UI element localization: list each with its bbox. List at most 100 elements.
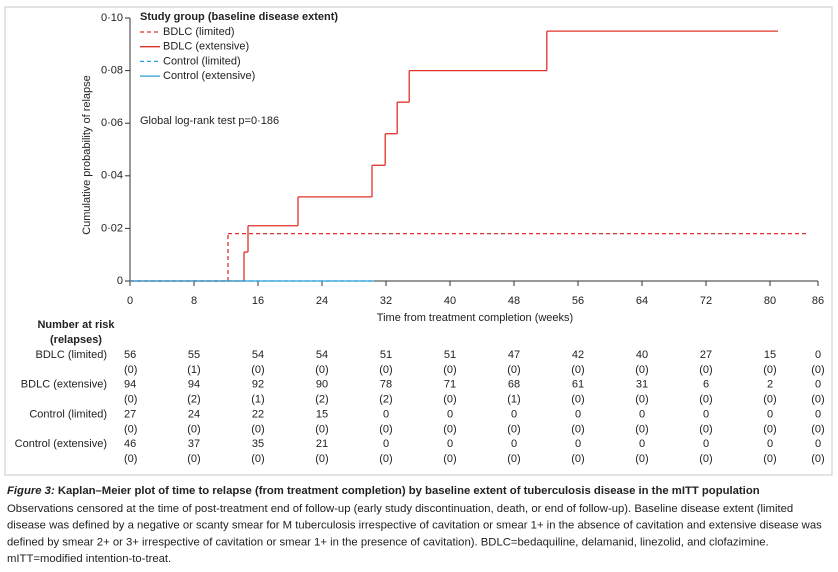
relapse-count: (2) [379, 394, 392, 406]
relapse-count: (0) [251, 423, 264, 435]
at-risk-count: 22 [252, 408, 264, 420]
at-risk-count: 15 [764, 349, 776, 361]
relapse-count: (0) [443, 364, 456, 376]
relapse-count: (0) [763, 453, 776, 465]
relapse-count: (1) [507, 394, 520, 406]
relapse-count: (0) [811, 453, 824, 465]
x-tick-label: 72 [700, 295, 712, 307]
at-risk-count: 94 [188, 379, 200, 391]
at-risk-count: 15 [316, 408, 328, 420]
y-tick-label: 0 [117, 275, 123, 287]
relapse-count: (0) [315, 423, 328, 435]
relapse-count: (0) [763, 423, 776, 435]
relapse-count: (0) [635, 394, 648, 406]
at-risk-count: 0 [639, 438, 645, 450]
at-risk-count: 94 [124, 379, 136, 391]
relapse-count: (1) [187, 364, 200, 376]
relapse-count: (0) [379, 364, 392, 376]
y-tick-label: 0·08 [101, 65, 123, 77]
caption-label: Figure 3: [7, 485, 55, 497]
at-risk-count: 55 [188, 349, 200, 361]
at-risk-count: 0 [383, 408, 389, 420]
x-tick-label: 64 [636, 295, 648, 307]
relapse-count: (0) [507, 453, 520, 465]
y-tick-label: 0·02 [101, 222, 123, 234]
at-risk-count: 0 [815, 349, 821, 361]
at-risk-count: 0 [703, 438, 709, 450]
caption-title: Figure 3: Kaplan–Meier plot of time to r… [7, 485, 760, 497]
relapse-count: (0) [124, 423, 137, 435]
at-risk-count: 27 [124, 408, 136, 420]
relapse-count: (0) [699, 364, 712, 376]
at-risk-count: 37 [188, 438, 200, 450]
y-axis-label: Cumulative probability of relapse [81, 75, 93, 235]
legend-label: BDLC (limited) [163, 26, 235, 38]
at-risk-count: 47 [508, 349, 520, 361]
x-tick-label: 40 [444, 295, 456, 307]
x-tick-label: 16 [252, 295, 264, 307]
at-risk-count: 0 [815, 408, 821, 420]
relapse-count: (0) [507, 423, 520, 435]
relapse-count: (0) [315, 453, 328, 465]
y-tick-label: 0·06 [101, 117, 123, 129]
relapse-count: (0) [811, 364, 824, 376]
at-risk-count: 0 [639, 408, 645, 420]
relapse-count: (0) [763, 394, 776, 406]
relapse-count: (0) [443, 394, 456, 406]
caption-line: mITT=modified intention-to-treat. [7, 553, 171, 565]
x-tick-label: 24 [316, 295, 328, 307]
x-axis-label: Time from treatment completion (weeks) [377, 312, 573, 324]
at-risk-count: 27 [700, 349, 712, 361]
at-risk-count: 0 [575, 438, 581, 450]
relapse-count: (0) [571, 423, 584, 435]
relapse-count: (0) [699, 423, 712, 435]
relapse-count: (0) [124, 453, 137, 465]
x-tick-label: 56 [572, 295, 584, 307]
y-tick-label: 0·10 [101, 12, 123, 24]
legend-label: BDLC (extensive) [163, 41, 249, 53]
at-risk-count: 0 [703, 408, 709, 420]
figure-border [4, 6, 833, 476]
at-risk-count: 54 [316, 349, 328, 361]
y-tick-label: 0·04 [101, 170, 123, 182]
relapse-count: (2) [187, 394, 200, 406]
x-tick-label: 80 [764, 295, 776, 307]
risk-row-label: Control (limited) [29, 408, 107, 420]
x-tick-label: 86 [812, 295, 824, 307]
relapse-count: (0) [379, 453, 392, 465]
caption-line: disease was defined by a negative or sca… [7, 520, 822, 532]
relapse-count: (0) [251, 453, 264, 465]
at-risk-count: 40 [636, 349, 648, 361]
legend-title: Study group (baseline disease extent) [140, 11, 338, 23]
at-risk-count: 2 [767, 379, 773, 391]
at-risk-count: 21 [316, 438, 328, 450]
relapse-count: (1) [251, 394, 264, 406]
at-risk-count: 0 [767, 438, 773, 450]
relapse-count: (0) [124, 364, 137, 376]
at-risk-count: 92 [252, 379, 264, 391]
at-risk-count: 78 [380, 379, 392, 391]
at-risk-count: 35 [252, 438, 264, 450]
relapse-count: (0) [571, 394, 584, 406]
relapse-count: (0) [251, 364, 264, 376]
risk-row-label: BDLC (extensive) [21, 379, 107, 391]
at-risk-count: 46 [124, 438, 136, 450]
relapse-count: (0) [811, 423, 824, 435]
at-risk-count: 90 [316, 379, 328, 391]
at-risk-count: 0 [511, 438, 517, 450]
x-tick-label: 32 [380, 295, 392, 307]
at-risk-count: 0 [447, 438, 453, 450]
relapse-count: (0) [635, 364, 648, 376]
x-tick-label: 8 [191, 295, 197, 307]
x-tick-label: 48 [508, 295, 520, 307]
relapse-count: (0) [763, 364, 776, 376]
relapse-count: (0) [379, 423, 392, 435]
relapse-count: (0) [507, 364, 520, 376]
risk-row-label: BDLC (limited) [35, 349, 107, 361]
caption-heading: Kaplan–Meier plot of time to relapse (fr… [55, 485, 760, 497]
annotation: Global log-rank test p=0·186 [140, 115, 279, 127]
at-risk-count: 6 [703, 379, 709, 391]
relapse-count: (0) [187, 453, 200, 465]
relapse-count: (0) [699, 453, 712, 465]
relapse-count: (0) [124, 394, 137, 406]
